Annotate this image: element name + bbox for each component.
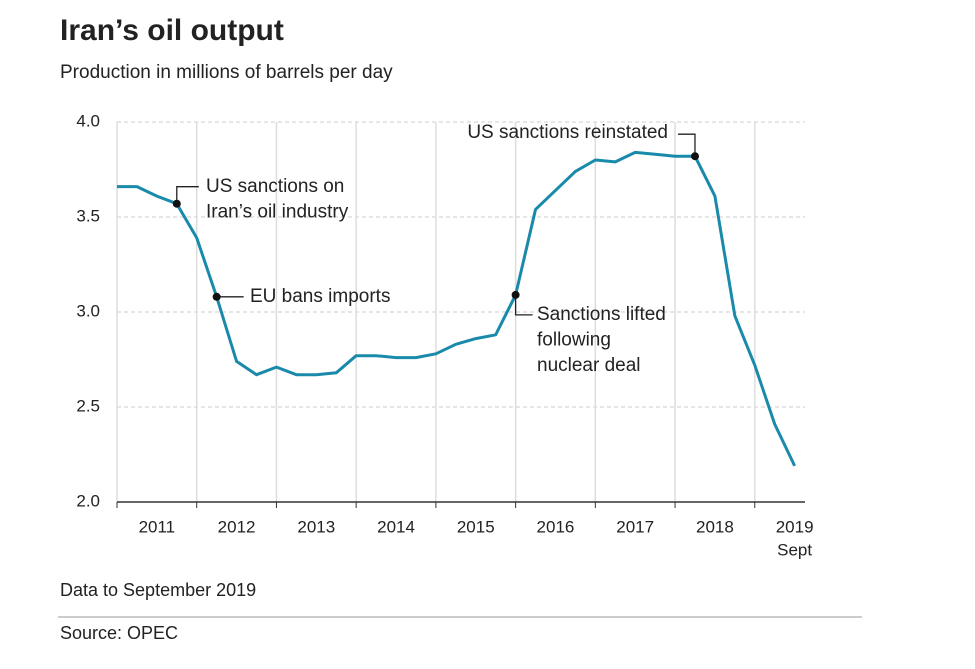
annotation-leader [514, 294, 533, 316]
annotation-text: Sanctions lifted [537, 304, 666, 325]
series-line [117, 150, 796, 467]
chart-subtitle: Production in millions of barrels per da… [60, 62, 393, 83]
annotation-text: US sanctions on [206, 176, 344, 197]
annotation-leader [677, 133, 696, 157]
y-tick-label: 2.5 [76, 396, 100, 415]
x-tick-label: 2017 [616, 517, 654, 536]
x-tick-sublabel: Sept [777, 540, 812, 559]
x-tick-label: 2012 [218, 517, 256, 536]
x-tick-label: 2016 [537, 517, 575, 536]
x-tick-label: 2014 [377, 517, 415, 536]
annotation-point [511, 290, 520, 299]
x-tick-label: 2011 [139, 517, 176, 536]
y-tick-label: 2.0 [76, 491, 100, 510]
annotation-text: Iran’s oil industry [206, 202, 349, 223]
annotation-point [690, 152, 699, 161]
x-tick-label: 2013 [297, 517, 335, 536]
chart-title: Iran’s oil output [60, 14, 284, 47]
y-tick-label: 3.0 [76, 301, 100, 320]
x-tick-label: 2015 [457, 517, 495, 536]
y-tick-label: 3.5 [76, 206, 100, 225]
y-tick-label: 4.0 [76, 111, 100, 130]
x-tick-label: 2019 [776, 517, 814, 536]
source: Source: OPEC [60, 623, 178, 643]
annotation-text: nuclear deal [537, 355, 641, 376]
annotation-leader [176, 186, 199, 204]
annotation-point [212, 292, 221, 301]
x-tick-label: 2018 [696, 517, 734, 536]
annotation-text: following [537, 330, 611, 351]
annotation-text: EU bans imports [250, 286, 390, 307]
annotation-text: US sanctions reinstated [467, 122, 668, 143]
note: Data to September 2019 [60, 580, 256, 600]
annotation-point [172, 199, 181, 208]
